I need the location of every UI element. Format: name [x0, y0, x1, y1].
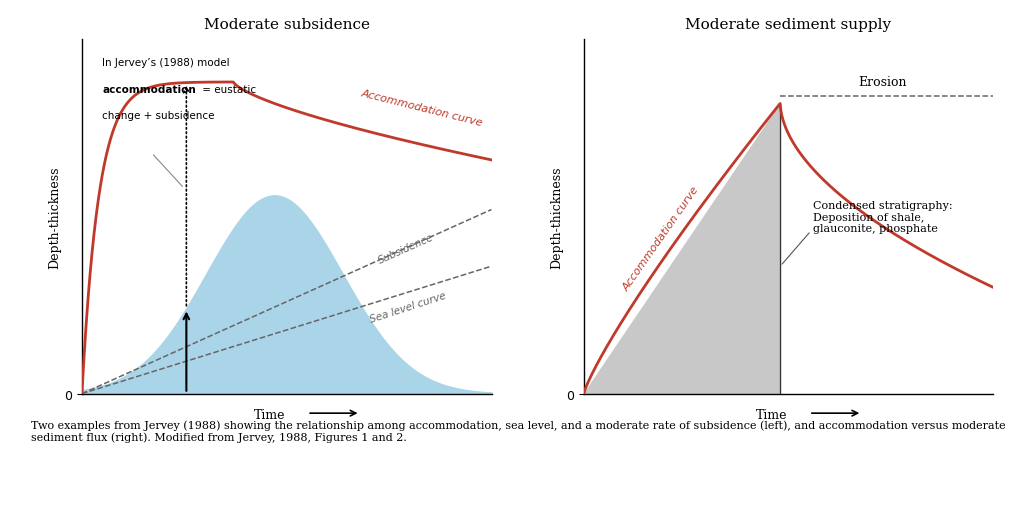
Text: Accommodation curve: Accommodation curve	[360, 88, 484, 127]
Title: Moderate subsidence: Moderate subsidence	[204, 18, 370, 32]
Text: Time: Time	[254, 409, 286, 422]
Text: Time: Time	[756, 409, 787, 422]
Text: Sea level curve: Sea level curve	[369, 290, 447, 324]
Text: Subsidence: Subsidence	[377, 232, 435, 265]
Text: Condensed stratigraphy:
Deposition of shale,
glauconite, phosphate: Condensed stratigraphy: Deposition of sh…	[813, 200, 952, 234]
Y-axis label: Depth-thickness: Depth-thickness	[550, 166, 563, 268]
Text: = eustatic: = eustatic	[199, 84, 256, 94]
Text: Erosion: Erosion	[858, 76, 906, 89]
Text: Accommodation curve: Accommodation curve	[622, 184, 701, 292]
Text: change + subsidence: change + subsidence	[102, 111, 215, 121]
Title: Moderate sediment supply: Moderate sediment supply	[685, 18, 892, 32]
Text: In Jervey’s (1988) model: In Jervey’s (1988) model	[102, 58, 230, 68]
Y-axis label: Depth-thickness: Depth-thickness	[48, 166, 61, 268]
Text: Two examples from Jervey (1988) showing the relationship among accommodation, se: Two examples from Jervey (1988) showing …	[31, 419, 1006, 442]
Text: accommodation: accommodation	[102, 84, 197, 94]
